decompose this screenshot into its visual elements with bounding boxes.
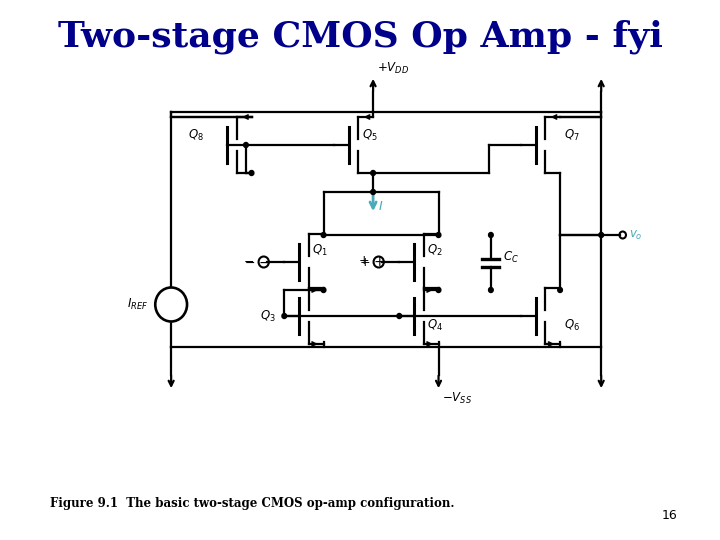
Text: $-$: $-$: [258, 255, 270, 269]
Text: $+V_{DD}$: $+V_{DD}$: [377, 61, 409, 76]
Circle shape: [558, 287, 562, 293]
Text: $-V_{SS}$: $-V_{SS}$: [442, 391, 472, 406]
Text: $Q_7$: $Q_7$: [564, 127, 580, 143]
Text: $+$: $+$: [358, 254, 369, 267]
Circle shape: [321, 233, 326, 238]
Text: $Q_5$: $Q_5$: [362, 127, 377, 143]
Circle shape: [321, 287, 326, 293]
Circle shape: [156, 287, 187, 321]
Circle shape: [436, 233, 441, 238]
Text: 16: 16: [662, 509, 678, 522]
Text: $I$: $I$: [378, 199, 383, 213]
Text: $I_{REF}$: $I_{REF}$: [127, 297, 148, 312]
Circle shape: [436, 287, 441, 293]
Text: $v_o$: $v_o$: [629, 228, 643, 241]
Circle shape: [489, 287, 493, 293]
Text: Figure 9.1  The basic two-stage CMOS op-amp configuration.: Figure 9.1 The basic two-stage CMOS op-a…: [50, 497, 454, 510]
Text: $Q_3$: $Q_3$: [260, 308, 276, 323]
Text: $C_C$: $C_C$: [503, 250, 519, 265]
Circle shape: [249, 171, 254, 176]
Text: $-$: $-$: [244, 255, 256, 268]
Text: $+$: $+$: [359, 255, 370, 268]
Circle shape: [243, 143, 248, 147]
Text: Two-stage CMOS Op Amp - fyi: Two-stage CMOS Op Amp - fyi: [58, 20, 662, 55]
Text: $+$: $+$: [373, 255, 384, 269]
Circle shape: [371, 171, 375, 176]
Text: $Q_4$: $Q_4$: [427, 318, 444, 333]
Circle shape: [599, 233, 603, 238]
Text: $Q_6$: $Q_6$: [564, 318, 580, 333]
Circle shape: [371, 190, 375, 194]
Text: $Q_8$: $Q_8$: [188, 127, 204, 143]
Circle shape: [282, 314, 287, 319]
Text: $-$: $-$: [243, 254, 254, 267]
Circle shape: [489, 233, 493, 238]
Circle shape: [397, 314, 402, 319]
Text: $Q_2$: $Q_2$: [427, 243, 443, 258]
Text: $Q_1$: $Q_1$: [312, 243, 328, 258]
